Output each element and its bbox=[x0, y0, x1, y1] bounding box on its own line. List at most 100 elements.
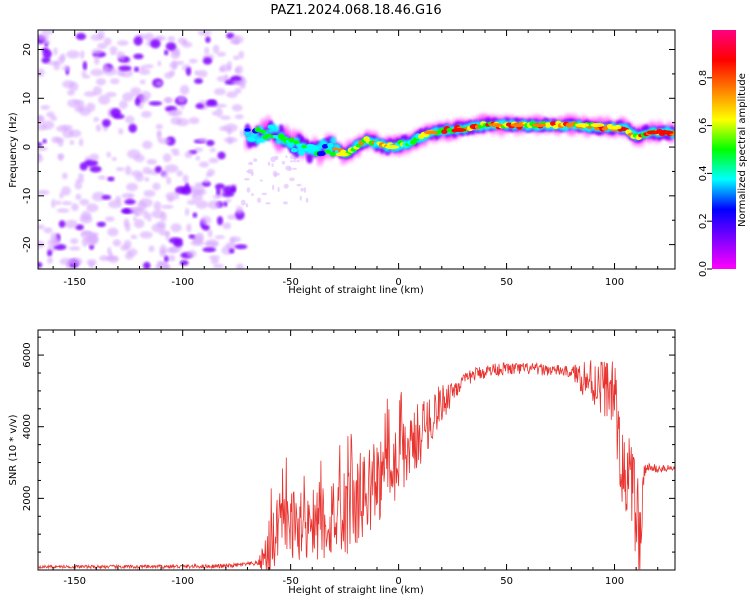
snr-line bbox=[38, 360, 675, 570]
spectrogram-noise-blob bbox=[151, 223, 166, 233]
spectrogram-noise-blob bbox=[195, 200, 209, 209]
spectrogram-noise-blob bbox=[282, 201, 288, 205]
spectrogram-ridge-cell bbox=[275, 138, 282, 145]
spectrogram-noise-blob bbox=[186, 250, 197, 258]
spectrogram-noise-blob bbox=[161, 204, 174, 209]
spectrogram-noise-blob bbox=[151, 209, 165, 219]
spectrogram-x-tick-label: 0 bbox=[395, 277, 401, 288]
spectrogram-ridge-cell bbox=[249, 137, 256, 142]
spectrogram-ridge-cell bbox=[290, 148, 298, 153]
spectrogram-noise-blob bbox=[159, 248, 167, 258]
spectrogram-noise-blob bbox=[38, 146, 48, 151]
spectrogram-peak bbox=[532, 123, 546, 128]
spectrogram-noise-blob bbox=[82, 60, 88, 71]
spectrogram-noise-blob bbox=[208, 255, 221, 260]
snr-marks bbox=[38, 360, 675, 570]
spectrogram-noise-blob bbox=[157, 60, 162, 67]
spectrogram-ridge-cell bbox=[296, 143, 303, 148]
spectrogram-noise-blob bbox=[206, 139, 215, 147]
spectrogram-noise-blob bbox=[198, 161, 210, 168]
spectrogram-noise-blob bbox=[167, 254, 176, 262]
spectrogram-noise-blob bbox=[165, 42, 177, 51]
spectrogram-noise-blob bbox=[300, 187, 304, 192]
spectrogram-ridge-cell bbox=[306, 152, 313, 164]
spectrogram-noise-blob bbox=[212, 194, 222, 199]
spectrogram-noise-blob bbox=[43, 227, 53, 234]
spectrogram-ridge-cell bbox=[329, 137, 337, 145]
spectrogram-noise-blob bbox=[154, 165, 162, 173]
snr-frame bbox=[37, 329, 676, 571]
spectrogram-y-tick-label: -20 bbox=[22, 236, 33, 252]
spectrogram-peak bbox=[385, 145, 400, 150]
spectrogram-noise-blob bbox=[143, 261, 151, 269]
spectrogram-noise-blob bbox=[182, 174, 189, 183]
snr-x-tick-label: -50 bbox=[282, 576, 298, 587]
spectrogram-noise-blob bbox=[185, 182, 189, 192]
spectrogram-noise-blob bbox=[152, 182, 161, 191]
spectrogram-noise-blob bbox=[41, 47, 49, 53]
spectrogram-noise-blob bbox=[78, 138, 84, 147]
spectrogram-ridge-cell bbox=[259, 129, 267, 134]
spectrogram-noise-blob bbox=[62, 65, 71, 72]
spectrogram-noise-blob bbox=[75, 32, 87, 41]
colorbar: 0.0 0.2 0.4 0.6 0.8 Normalized spectral ampl… bbox=[698, 30, 748, 277]
spectrogram-noise-blob bbox=[81, 71, 87, 76]
spectrogram-noise-blob bbox=[80, 230, 94, 239]
spectrogram-noise-blob bbox=[272, 184, 275, 191]
spectrogram-noise-blob bbox=[184, 151, 193, 159]
spectrogram-noise-blob bbox=[274, 172, 280, 176]
spectrogram-noise-blob bbox=[38, 262, 43, 268]
spectrogram-noise-blob bbox=[164, 72, 174, 79]
spectrogram-peak bbox=[590, 123, 605, 128]
spectrogram-y-tick-label: 20 bbox=[22, 43, 33, 56]
spectrogram-noise-blob bbox=[186, 223, 192, 233]
spectrogram-noise-blob bbox=[86, 259, 97, 266]
spectrogram-noise-blob bbox=[77, 173, 84, 181]
spectrogram-noise-blob bbox=[38, 154, 44, 163]
spectrogram-noise-blob bbox=[58, 220, 66, 228]
spectrogram-noise-blob bbox=[138, 68, 151, 75]
spectrogram-noise-blob bbox=[146, 158, 157, 165]
snr-panel: -150 -100 -50 0 50 100 2000 4000 6000 Height of… bbox=[8, 329, 676, 596]
spectrogram-x-tick-label: 50 bbox=[500, 277, 513, 288]
spectrogram-noise-blob bbox=[133, 218, 145, 229]
snr-y-tick-label: 6000 bbox=[22, 342, 33, 367]
spectrogram-noise-blob bbox=[118, 65, 132, 71]
spectrogram-noise-blob bbox=[166, 176, 172, 185]
spectrogram-noise-blob bbox=[162, 153, 172, 163]
spectrogram-y-label: Frequency (Hz) bbox=[8, 112, 19, 188]
spectrogram-noise-blob bbox=[216, 51, 226, 57]
spectrogram-noise-blob bbox=[267, 161, 271, 166]
spectrogram-noise-blob bbox=[194, 78, 203, 84]
spectrogram-noise-blob bbox=[253, 158, 258, 163]
spectrogram-noise-blob bbox=[51, 237, 61, 247]
spectrogram-noise-blob bbox=[75, 224, 84, 231]
spectrogram-noise-blob bbox=[108, 200, 122, 209]
spectrogram-noise-blob bbox=[38, 68, 45, 77]
spectrogram-noise-blob bbox=[205, 36, 211, 43]
spectrogram-noise-blob bbox=[164, 49, 169, 56]
spectrogram-noise-blob bbox=[69, 257, 83, 266]
spectrogram-y-tick-label: 10 bbox=[22, 92, 33, 105]
spectrogram-noise-blob bbox=[214, 88, 226, 96]
spectrogram-noise-blob bbox=[58, 153, 63, 162]
spectrogram-noise-blob bbox=[143, 210, 149, 220]
spectrogram-noise-blob bbox=[196, 70, 208, 78]
spectrogram-noise-blob bbox=[103, 63, 108, 72]
spectrogram-noise-blob bbox=[144, 177, 150, 182]
spectrogram-noise-blob bbox=[139, 231, 153, 239]
spectrogram-noise-blob bbox=[197, 137, 208, 143]
spectrogram-noise-blob bbox=[67, 89, 75, 96]
spectrogram-noise-blob bbox=[102, 119, 111, 127]
spectrogram-noise-blob bbox=[245, 203, 249, 208]
spectrogram-peak bbox=[510, 123, 525, 128]
spectrogram-ridge-cell bbox=[257, 138, 264, 143]
spectrogram-noise-blob bbox=[69, 140, 75, 145]
spectrogram-noise-blob bbox=[43, 40, 51, 45]
spectrogram-noise-blob bbox=[55, 137, 65, 143]
snr-y-tick-label: 2000 bbox=[22, 486, 33, 511]
spectrogram-noise-blob bbox=[158, 138, 171, 145]
spectrogram-noise-blob bbox=[251, 193, 254, 197]
spectrogram-noise-blob bbox=[68, 246, 81, 251]
spectrogram-noise-blob bbox=[148, 101, 163, 106]
